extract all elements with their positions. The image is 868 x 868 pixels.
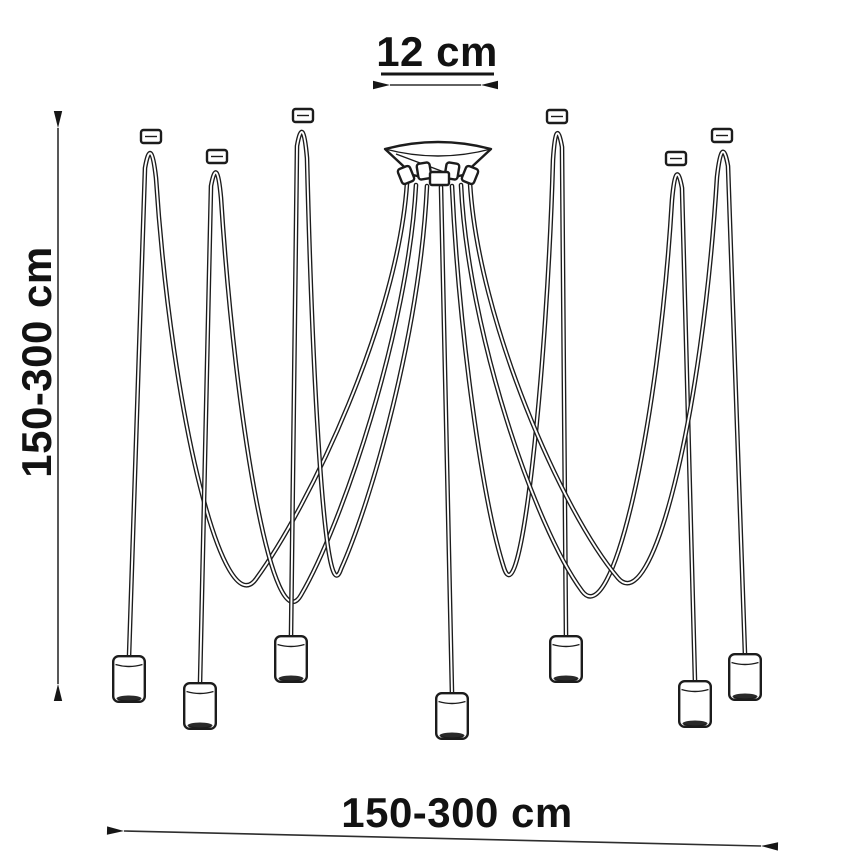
- spread-width-label: 150-300 cm: [341, 789, 573, 836]
- canopy-width-label: 12 cm: [376, 28, 498, 75]
- bulb-socket: [728, 653, 762, 701]
- cable-hook: [291, 107, 315, 124]
- cable-hook: [545, 108, 569, 125]
- cable-hook: [710, 127, 734, 144]
- drop-height-dimension: 150-300 cm: [13, 111, 63, 701]
- cable-hook: [205, 148, 229, 165]
- drop-height-label: 150-300 cm: [13, 246, 60, 478]
- cable-hook: [664, 150, 688, 167]
- bulb-sockets: [111, 635, 762, 740]
- cable-gland: [415, 161, 433, 181]
- bulb-socket: [274, 635, 308, 683]
- ceiling-canopy: [383, 140, 493, 187]
- spread-dimension-arrow: [106, 826, 779, 851]
- spread-width-dimension: 150-300 cm: [106, 789, 779, 851]
- bulb-socket: [549, 635, 583, 683]
- bulb-socket: [111, 655, 147, 703]
- pendant-cable-1: [129, 153, 407, 657]
- pendant-cables: [129, 132, 745, 694]
- pendant-cable-5: [461, 175, 695, 682]
- cable-gland: [460, 164, 480, 186]
- bulb-socket: [678, 680, 712, 728]
- cable-hook: [139, 128, 163, 145]
- pendant-cable-7: [441, 187, 452, 694]
- cable-gland: [396, 164, 416, 186]
- pendant-cable-4: [452, 133, 566, 637]
- canopy-width-dimension: 12 cm: [373, 28, 498, 90]
- center-connector: [428, 170, 451, 187]
- bulb-socket: [435, 692, 469, 740]
- bulb-socket: [182, 682, 218, 730]
